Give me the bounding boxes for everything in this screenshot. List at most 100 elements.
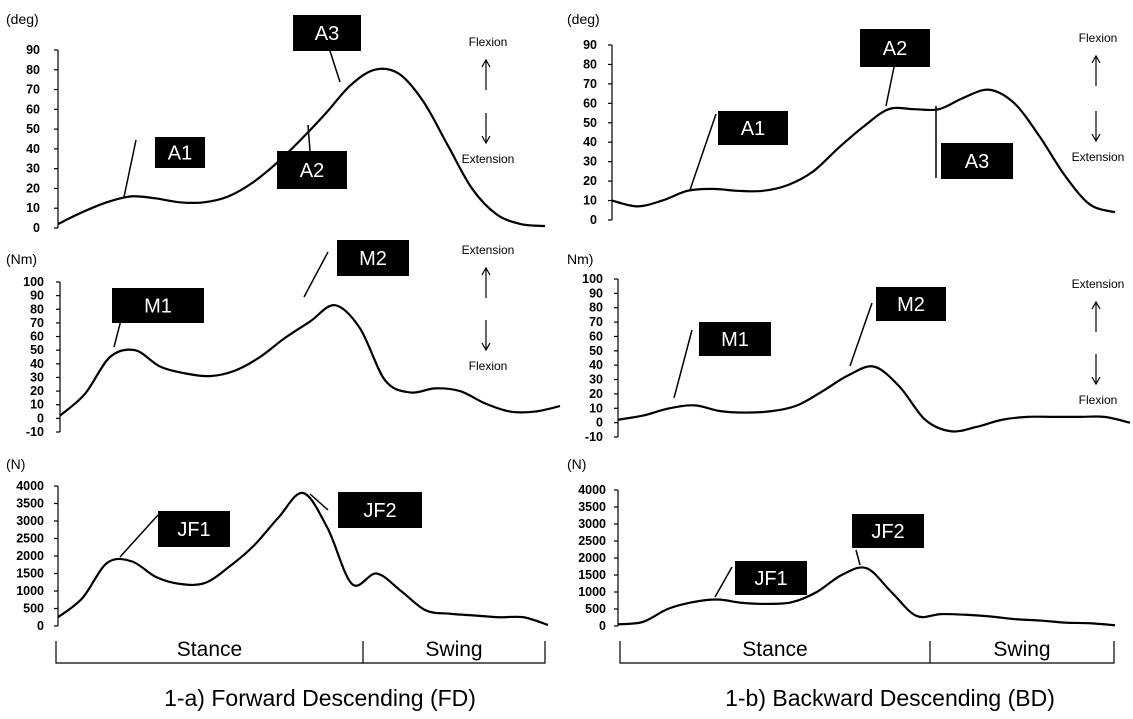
annotation-leader <box>714 566 733 598</box>
y-tick-label: 1500 <box>16 567 44 581</box>
down-arrow-head <box>1091 133 1101 143</box>
y-tick-label: 0 <box>37 411 44 425</box>
y-tick-label: 2500 <box>578 534 606 548</box>
up-arrow-head <box>481 58 491 68</box>
y-tick-label: 20 <box>26 181 40 195</box>
y-tick-label: 80 <box>30 302 44 316</box>
direction-label: Extension <box>462 152 515 166</box>
up-arrow-head <box>1091 300 1101 310</box>
annotation-label: A2 <box>883 38 907 60</box>
stance-label: Stance <box>742 638 807 661</box>
annotation-leader <box>123 139 137 198</box>
y-tick-label: 0 <box>599 619 606 633</box>
y-tick-label: 0 <box>596 416 603 430</box>
annotation-box <box>860 29 930 67</box>
direction-label: Extension <box>1072 150 1125 164</box>
y-tick-label: 30 <box>26 162 40 176</box>
bracket-line <box>55 641 546 664</box>
y-tick-label: 2000 <box>16 549 44 563</box>
y-tick-label: 20 <box>583 174 597 188</box>
annotation-label: A1 <box>168 143 192 165</box>
y-tick-label: 10 <box>30 398 44 412</box>
swing-label: Swing <box>425 638 482 661</box>
y-tick-label: 40 <box>583 135 597 149</box>
y-axis-label: Nm) <box>567 251 593 267</box>
up-arrow-head <box>481 266 491 276</box>
y-tick-label: 50 <box>30 343 44 357</box>
y-tick-label: 1500 <box>578 568 606 582</box>
down-arrow-head <box>481 342 491 352</box>
annotation-label: M2 <box>359 248 387 270</box>
y-tick-label: 90 <box>26 43 40 57</box>
direction-label: Extension <box>1072 277 1125 291</box>
y-tick-label: 3000 <box>16 514 44 528</box>
y-tick-label: 0 <box>590 213 597 227</box>
y-tick-label: 0 <box>33 221 40 235</box>
y-tick-label: 10 <box>589 401 603 415</box>
y-tick-label: 60 <box>26 102 40 116</box>
y-axis-label: (deg) <box>6 11 39 27</box>
annotation-label: M2 <box>897 294 925 316</box>
down-arrow-head <box>481 135 491 145</box>
annotation-box <box>718 111 788 145</box>
y-tick-label: 60 <box>30 330 44 344</box>
annotation-leader <box>885 66 895 107</box>
series-line <box>57 491 549 626</box>
direction-label: Extension <box>462 243 515 257</box>
y-tick-label: 70 <box>30 316 44 330</box>
y-tick-label: 70 <box>589 315 603 329</box>
direction-label: Flexion <box>1079 393 1118 407</box>
y-tick-label: 2000 <box>578 551 606 565</box>
down-arrow-head <box>1091 376 1101 386</box>
annotation-box <box>699 322 771 356</box>
y-tick-label: 30 <box>583 155 597 169</box>
swing-label: Swing <box>993 638 1050 661</box>
up-arrow-head <box>1091 54 1101 64</box>
y-axis-label: (N) <box>6 456 25 472</box>
y-tick-label: 500 <box>23 602 44 616</box>
y-tick-label: 50 <box>26 122 40 136</box>
y-tick-label: 1000 <box>578 585 606 599</box>
y-tick-label: 3500 <box>16 497 44 511</box>
annotation-leader <box>689 113 717 191</box>
stance-label: Stance <box>177 638 242 661</box>
annotation-box <box>941 143 1013 179</box>
y-tick-label: 500 <box>585 602 606 616</box>
annotation-label: A1 <box>741 118 765 140</box>
y-tick-label: 20 <box>589 387 603 401</box>
annotation-label: A3 <box>315 23 339 45</box>
y-tick-label: 30 <box>589 373 603 387</box>
panel-5: 0 500 1000 1500 2000 2500 3000 3500 4000 (N) JF1 JF… <box>567 456 1116 633</box>
annotation-label: A3 <box>965 151 989 173</box>
y-tick-label: -10 <box>26 425 44 439</box>
annotation-label: JF2 <box>871 521 904 543</box>
y-axis-label: (N) <box>567 456 586 472</box>
direction-label: Flexion <box>1079 31 1118 45</box>
annotation-box <box>293 15 361 51</box>
series-line <box>59 304 561 417</box>
y-tick-label: 0 <box>37 619 44 633</box>
direction-label: Flexion <box>469 359 508 373</box>
annotation-box <box>852 514 924 548</box>
series-line <box>611 88 1116 214</box>
annotation-leader <box>855 549 861 566</box>
y-tick-label: 50 <box>583 116 597 130</box>
y-tick-label: 100 <box>582 272 603 286</box>
y-tick-label: 10 <box>583 194 597 208</box>
caption-forward: 1-a) Forward Descending (FD) <box>164 685 476 711</box>
annotation-box <box>155 137 205 168</box>
panel-3: 0 10 20 30 40 50 60 70 80 90 (deg) Flexion Extension… <box>567 11 1124 227</box>
y-axis-label: (deg) <box>567 11 600 27</box>
y-axis-label: (Nm) <box>6 251 37 267</box>
series-line <box>57 67 546 228</box>
y-tick-label: 10 <box>26 201 40 215</box>
y-tick-label: 3000 <box>578 517 606 531</box>
annotation-leader <box>673 329 693 399</box>
y-tick-label: 60 <box>589 329 603 343</box>
annotation-label: A2 <box>300 160 324 182</box>
y-tick-label: 30 <box>30 370 44 384</box>
y-tick-label: 3500 <box>578 500 606 514</box>
direction-label: Flexion <box>469 35 508 49</box>
annotation-label: JF2 <box>363 500 396 522</box>
